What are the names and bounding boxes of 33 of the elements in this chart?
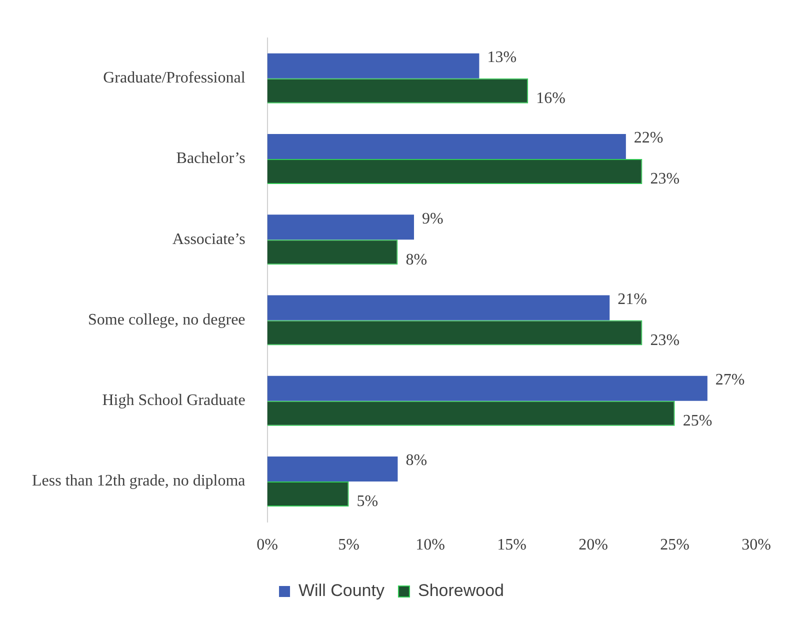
data-label: 22% — [634, 130, 664, 147]
y-tick-label: Graduate/Professional — [103, 70, 246, 87]
bar — [267, 214, 414, 240]
x-tick-label: 30% — [742, 536, 771, 554]
data-label: 8% — [406, 452, 428, 470]
y-tick-label: Associate’s — [172, 230, 246, 248]
data-label: 25% — [682, 412, 712, 430]
data-label: 27% — [715, 372, 745, 389]
x-tick-label: 0% — [256, 536, 278, 554]
data-label: 5% — [356, 493, 378, 510]
legend-label: Shorewood — [418, 581, 504, 600]
data-label: 23% — [650, 332, 680, 349]
bar — [267, 295, 610, 320]
bar — [267, 376, 708, 401]
bar — [267, 134, 626, 159]
data-label: 9% — [422, 210, 444, 228]
legend-label: Will County — [298, 581, 385, 600]
x-tick-label: 5% — [338, 536, 360, 554]
data-label: 8% — [406, 251, 428, 268]
x-tick-label: 20% — [578, 536, 608, 554]
data-label: 13% — [487, 49, 517, 66]
data-label: 21% — [618, 290, 647, 308]
y-tick-label: Less than 12th grade, no diploma — [32, 472, 246, 490]
data-label: 23% — [650, 170, 680, 188]
data-label: 16% — [536, 90, 566, 108]
bar — [267, 53, 480, 78]
y-tick-label: Some college, no degree — [88, 311, 246, 328]
x-tick-label: 25% — [660, 536, 690, 554]
x-tick-label: 10% — [416, 536, 445, 554]
bar — [267, 456, 398, 482]
y-tick-label: Bachelor’s — [176, 150, 246, 168]
y-tick-label: High School Graduate — [102, 392, 246, 410]
x-tick-label: 15% — [497, 536, 526, 554]
